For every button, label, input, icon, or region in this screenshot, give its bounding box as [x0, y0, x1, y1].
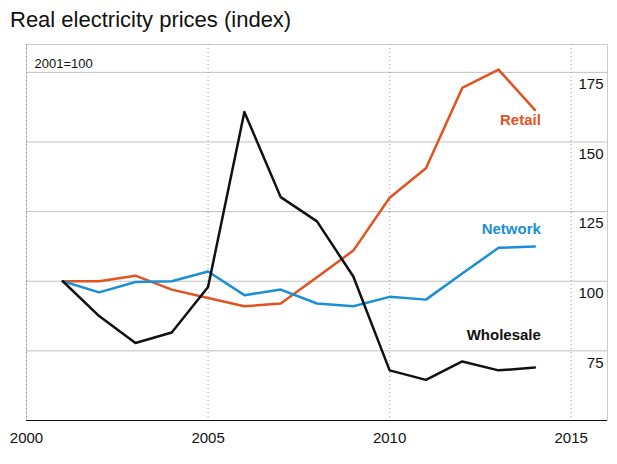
svg-text:2001=100: 2001=100 — [35, 56, 93, 71]
svg-text:175: 175 — [578, 75, 603, 92]
svg-text:150: 150 — [578, 145, 603, 162]
svg-text:2015: 2015 — [555, 429, 588, 446]
svg-text:2000: 2000 — [10, 429, 43, 446]
html-text:Real electricity prices (index: Real electricity prices (index) — [10, 7, 292, 32]
svg-text:75: 75 — [587, 354, 604, 371]
svg-text:Retail: Retail — [500, 111, 541, 128]
svg-text:2010: 2010 — [373, 429, 406, 446]
svg-text:2005: 2005 — [191, 429, 224, 446]
svg-text:Wholesale: Wholesale — [467, 326, 541, 343]
svg-text:Network: Network — [482, 220, 542, 237]
svg-text:100: 100 — [578, 284, 603, 301]
svg-text:125: 125 — [578, 214, 603, 231]
